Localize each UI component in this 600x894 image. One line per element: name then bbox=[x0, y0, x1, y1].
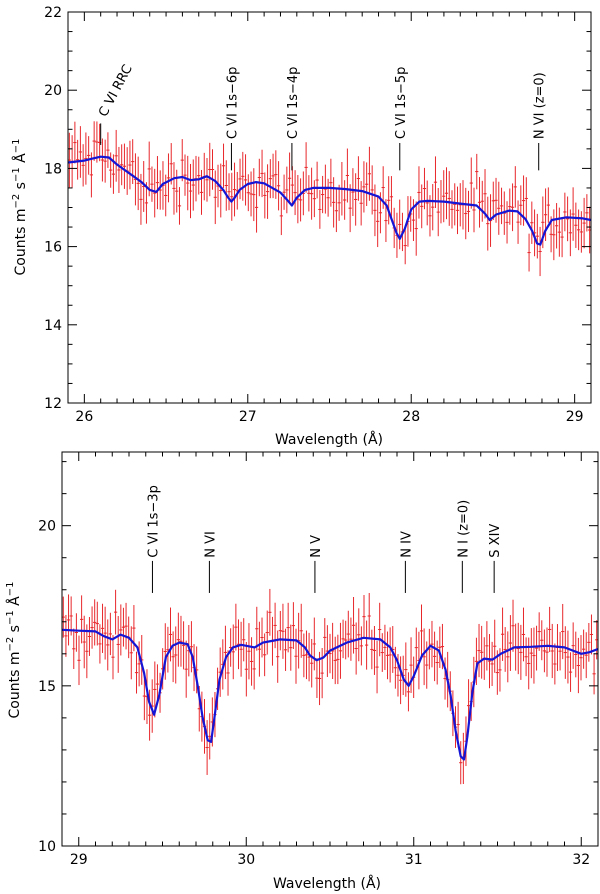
x-tick-label: 31 bbox=[405, 852, 423, 868]
line-id-label: C VI RRC bbox=[96, 62, 136, 119]
model-curve bbox=[61, 628, 599, 761]
x-tick-label: 26 bbox=[75, 409, 93, 425]
bottom-plot-frame bbox=[61, 451, 599, 847]
bottom-model-curve-group bbox=[61, 628, 599, 761]
bottom-data-points bbox=[61, 588, 599, 785]
y-tick-label: 15 bbox=[38, 679, 56, 695]
y-tick-label: 10 bbox=[38, 839, 56, 855]
top-axis-tick-labels: 26 27 28 29 12 14 16 18 20 22 bbox=[44, 5, 583, 425]
bottom-y-axis-label: Counts m−2 s−1 Å−1 bbox=[5, 582, 23, 719]
y-tick-label: 18 bbox=[44, 161, 62, 177]
line-id-label: N IV bbox=[399, 531, 414, 558]
x-tick-label: 29 bbox=[566, 409, 584, 425]
line-id-label: N V bbox=[309, 535, 324, 558]
line-id-label: C VI 1s−6p bbox=[225, 67, 240, 140]
line-id-label: C VI 1s−5p bbox=[394, 67, 409, 140]
x-tick-label: 32 bbox=[572, 852, 590, 868]
y-tick-label: 20 bbox=[44, 83, 62, 99]
bottom-spectrum-panel: C VI 1s−3p N VI N V N IV N I (z=0) S XIV 29 30… bbox=[5, 451, 599, 892]
line-id-label: S XIV bbox=[488, 524, 503, 558]
x-tick-label: 29 bbox=[70, 852, 88, 868]
x-tick-label: 30 bbox=[237, 852, 255, 868]
line-id-label: N VI bbox=[203, 531, 218, 558]
line-id-label: N VI (z=0) bbox=[533, 72, 548, 139]
x-tick-label: 28 bbox=[402, 409, 420, 425]
top-data-points bbox=[67, 121, 592, 277]
line-id-label: N I (z=0) bbox=[456, 500, 471, 558]
top-plot-frame bbox=[67, 11, 592, 404]
line-id-label: C VI 1s−3p bbox=[147, 485, 162, 558]
y-tick-label: 14 bbox=[44, 318, 62, 334]
y-tick-label: 22 bbox=[44, 5, 62, 21]
x-tick-label: 27 bbox=[239, 409, 257, 425]
y-tick-label: 12 bbox=[44, 396, 62, 412]
top-y-axis-label: Counts m−2 s−1 Å−1 bbox=[11, 139, 29, 276]
y-tick-label: 16 bbox=[44, 240, 62, 256]
model-curve bbox=[67, 155, 592, 246]
y-tick-label: 20 bbox=[38, 519, 56, 535]
top-line-labels: C VI RRC C VI 1s−6p C VI 1s−4p C VI 1s−5p N … bbox=[96, 62, 548, 171]
bottom-axis-tick-labels: 29 30 31 32 10 15 20 bbox=[38, 519, 590, 868]
top-x-axis-label: Wavelength (Å) bbox=[275, 431, 383, 448]
top-spectrum-panel: C VI RRC C VI 1s−6p C VI 1s−4p C VI 1s−5p N … bbox=[11, 5, 592, 448]
bottom-x-axis-label: Wavelength (Å) bbox=[273, 875, 381, 892]
line-id-label: C VI 1s−4p bbox=[286, 67, 301, 140]
top-model-curve-group bbox=[67, 155, 592, 246]
bottom-line-labels: C VI 1s−3p N VI N V N IV N I (z=0) S XIV bbox=[147, 485, 503, 593]
